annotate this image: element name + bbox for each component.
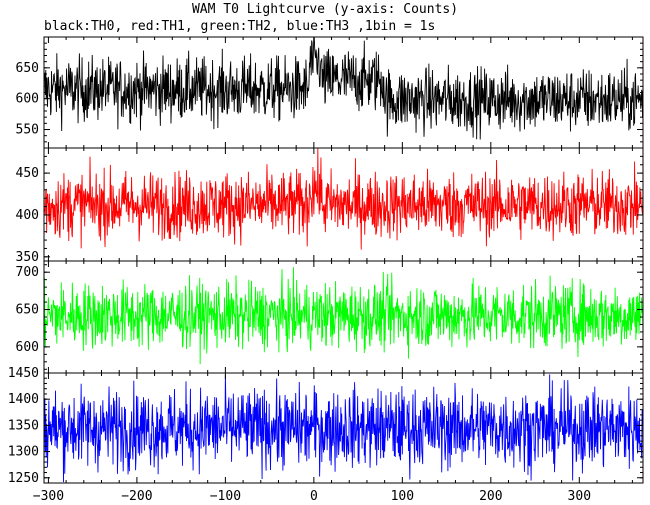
- panel-frame-th3: [43, 372, 644, 484]
- chart-subtitle: black:TH0, red:TH1, green:TH2, blue:TH3 …: [44, 19, 436, 34]
- y-tick-label: 450: [16, 166, 39, 181]
- x-tick-label: −300: [33, 489, 64, 504]
- y-tick-label: 400: [16, 208, 39, 223]
- series-th2: [43, 267, 644, 365]
- x-tick-label: 200: [479, 489, 502, 504]
- y-tick-label: 650: [16, 303, 39, 318]
- y-tick-label: 1350: [8, 418, 39, 433]
- y-tick-label: 700: [16, 265, 39, 280]
- chart-title: WAM T0 Lightcurve (y-axis: Counts): [191, 2, 459, 17]
- y-tick-label: 1450: [8, 366, 39, 381]
- y-tick-label: 1250: [8, 471, 39, 486]
- series-th3: [43, 374, 644, 483]
- y-tick-label: 350: [16, 250, 39, 265]
- y-tick-label: 600: [16, 340, 39, 355]
- x-tick-label: −200: [121, 489, 152, 504]
- y-tick-label: 1300: [8, 445, 39, 460]
- x-tick-label: 100: [391, 489, 414, 504]
- x-tick-label: −100: [210, 489, 241, 504]
- series-th1: [43, 147, 644, 250]
- y-tick-label: 650: [16, 61, 39, 76]
- y-tick-label: 600: [16, 92, 39, 107]
- series-th0: [43, 36, 644, 140]
- y-tick-label: 1400: [8, 392, 39, 407]
- y-tick-label: 550: [16, 123, 39, 138]
- x-tick-label: 0: [310, 489, 318, 504]
- x-tick-label: 300: [568, 489, 591, 504]
